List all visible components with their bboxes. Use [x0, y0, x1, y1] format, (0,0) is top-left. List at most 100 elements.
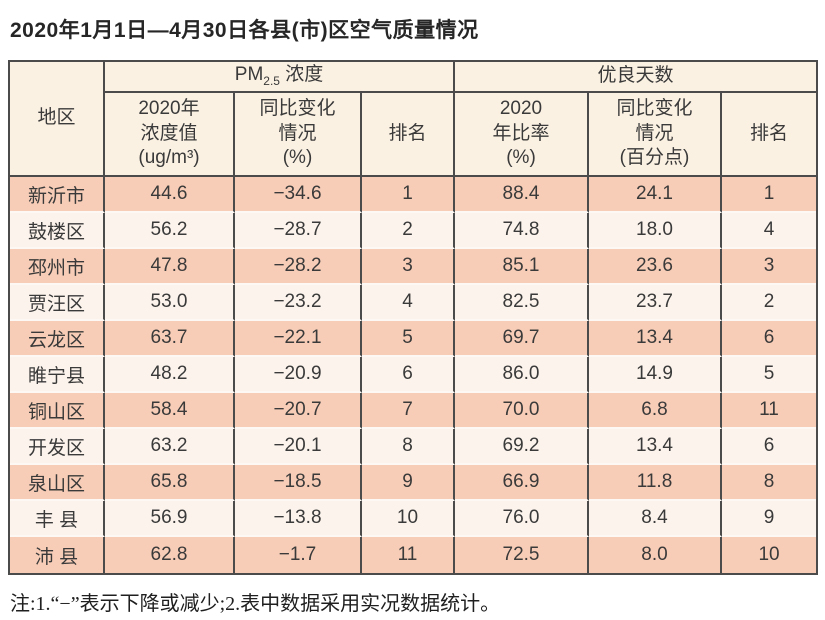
- cell-days-change: 18.0: [589, 213, 722, 249]
- cell-region: 泉山区: [10, 465, 105, 501]
- cell-pm-value: 65.8: [105, 465, 235, 501]
- cell-days-ratio: 70.0: [455, 393, 589, 429]
- header-group-row: 地区 PM2.5 浓度 优良天数: [10, 62, 817, 177]
- table-row: 邳州市 47.8 −28.2 3 85.1 23.6 3: [10, 249, 817, 285]
- cell-pm-value: 63.7: [105, 321, 235, 357]
- table-row: 开发区 63.2 −20.1 8 69.2 13.4 6: [10, 429, 817, 465]
- cell-days-rank: 10: [722, 537, 817, 573]
- table-row: 泉山区 65.8 −18.5 9 66.9 11.8 8: [10, 465, 817, 501]
- cell-days-rank: 8: [722, 465, 817, 501]
- cell-pm-change: −1.7: [235, 537, 362, 573]
- header-sub-row: 2020年 浓度值 (ug/m³) 同比变化 情况 (%) 排名 2020 年比…: [10, 93, 817, 177]
- cell-days-rank: 3: [722, 249, 817, 285]
- table-body: 新沂市 44.6 −34.6 1 88.4 24.1 1 鼓楼区 56.2 −2…: [10, 177, 817, 573]
- cell-pm-change: −34.6: [235, 177, 362, 213]
- cell-region: 丰 县: [10, 501, 105, 537]
- cell-region: 开发区: [10, 429, 105, 465]
- cell-days-ratio: 86.0: [455, 357, 589, 393]
- cell-pm-change: −18.5: [235, 465, 362, 501]
- cell-days-change: 13.4: [589, 321, 722, 357]
- cell-pm-value: 56.9: [105, 501, 235, 537]
- cell-region: 新沂市: [10, 177, 105, 213]
- cell-pm-rank: 1: [362, 177, 455, 213]
- cell-days-ratio: 66.9: [455, 465, 589, 501]
- footnote: 注:1.“−”表示下降或减少;2.表中数据采用实况数据统计。: [10, 593, 501, 615]
- cell-pm-value: 48.2: [105, 357, 235, 393]
- cell-pm-change: −28.7: [235, 213, 362, 249]
- header-group-good-days: 优良天数: [455, 62, 817, 93]
- cell-days-ratio: 76.0: [455, 501, 589, 537]
- cell-days-ratio: 69.2: [455, 429, 589, 465]
- header-days-rank: 排名: [722, 93, 817, 177]
- cell-pm-change: −20.9: [235, 357, 362, 393]
- cell-pm-change: −28.2: [235, 249, 362, 285]
- cell-region: 贾汪区: [10, 285, 105, 321]
- cell-pm-change: −20.7: [235, 393, 362, 429]
- table-header: 地区 PM2.5 浓度 优良天数 2020年 浓度值 (ug/m³) 同比变化 …: [10, 62, 817, 177]
- pm25-label-suffix: 浓度: [279, 64, 324, 86]
- cell-days-rank: 11: [722, 393, 817, 429]
- cell-pm-rank: 5: [362, 321, 455, 357]
- table-row: 鼓楼区 56.2 −28.7 2 74.8 18.0 4: [10, 213, 817, 249]
- table-row: 沛 县 62.8 −1.7 11 72.5 8.0 10: [10, 537, 817, 573]
- cell-days-rank: 5: [722, 357, 817, 393]
- cell-pm-change: −20.1: [235, 429, 362, 465]
- cell-pm-value: 53.0: [105, 285, 235, 321]
- cell-days-rank: 6: [722, 321, 817, 357]
- header-pm-rank: 排名: [362, 93, 455, 177]
- cell-days-rank: 6: [722, 429, 817, 465]
- header-pm-change: 同比变化 情况 (%): [235, 93, 362, 177]
- cell-pm-change: −13.8: [235, 501, 362, 537]
- cell-days-rank: 9: [722, 501, 817, 537]
- cell-days-ratio: 69.7: [455, 321, 589, 357]
- cell-pm-change: −23.2: [235, 285, 362, 321]
- header-days-ratio: 2020 年比率 (%): [455, 93, 589, 177]
- table-row: 睢宁县 48.2 −20.9 6 86.0 14.9 5: [10, 357, 817, 393]
- cell-pm-rank: 6: [362, 357, 455, 393]
- cell-days-rank: 2: [722, 285, 817, 321]
- cell-region: 云龙区: [10, 321, 105, 357]
- cell-pm-change: −22.1: [235, 321, 362, 357]
- page-title: 2020年1月1日—4月30日各县(市)区空气质量情况: [10, 19, 479, 42]
- pm25-label-subscript: 2.5: [263, 74, 280, 89]
- table-row: 铜山区 58.4 −20.7 7 70.0 6.8 11: [10, 393, 817, 429]
- cell-days-change: 24.1: [589, 177, 722, 213]
- cell-days-ratio: 74.8: [455, 213, 589, 249]
- header-region: 地区: [10, 62, 105, 177]
- cell-pm-rank: 10: [362, 501, 455, 537]
- cell-days-change: 8.4: [589, 501, 722, 537]
- cell-days-change: 6.8: [589, 393, 722, 429]
- cell-days-ratio: 82.5: [455, 285, 589, 321]
- cell-days-rank: 1: [722, 177, 817, 213]
- cell-days-ratio: 85.1: [455, 249, 589, 285]
- cell-days-rank: 4: [722, 213, 817, 249]
- table-row: 新沂市 44.6 −34.6 1 88.4 24.1 1: [10, 177, 817, 213]
- cell-pm-rank: 3: [362, 249, 455, 285]
- cell-region: 鼓楼区: [10, 213, 105, 249]
- cell-pm-value: 56.2: [105, 213, 235, 249]
- cell-pm-rank: 11: [362, 537, 455, 573]
- cell-region: 铜山区: [10, 393, 105, 429]
- header-group-pm25: PM2.5 浓度: [105, 62, 455, 93]
- table-row: 贾汪区 53.0 −23.2 4 82.5 23.7 2: [10, 285, 817, 321]
- cell-pm-value: 58.4: [105, 393, 235, 429]
- cell-days-change: 11.8: [589, 465, 722, 501]
- cell-pm-value: 63.2: [105, 429, 235, 465]
- cell-days-change: 14.9: [589, 357, 722, 393]
- cell-days-change: 13.4: [589, 429, 722, 465]
- cell-pm-rank: 2: [362, 213, 455, 249]
- cell-days-ratio: 72.5: [455, 537, 589, 573]
- cell-days-change: 23.6: [589, 249, 722, 285]
- cell-region: 邳州市: [10, 249, 105, 285]
- cell-region: 睢宁县: [10, 357, 105, 393]
- cell-pm-value: 62.8: [105, 537, 235, 573]
- cell-pm-rank: 7: [362, 393, 455, 429]
- table-row: 丰 县 56.9 −13.8 10 76.0 8.4 9: [10, 501, 817, 537]
- table-row: 云龙区 63.7 −22.1 5 69.7 13.4 6: [10, 321, 817, 357]
- cell-pm-value: 44.6: [105, 177, 235, 213]
- cell-region: 沛 县: [10, 537, 105, 573]
- header-pm-value: 2020年 浓度值 (ug/m³): [105, 93, 235, 177]
- cell-pm-rank: 4: [362, 285, 455, 321]
- air-quality-table: 地区 PM2.5 浓度 优良天数 2020年 浓度值 (ug/m³) 同比变化 …: [8, 60, 819, 575]
